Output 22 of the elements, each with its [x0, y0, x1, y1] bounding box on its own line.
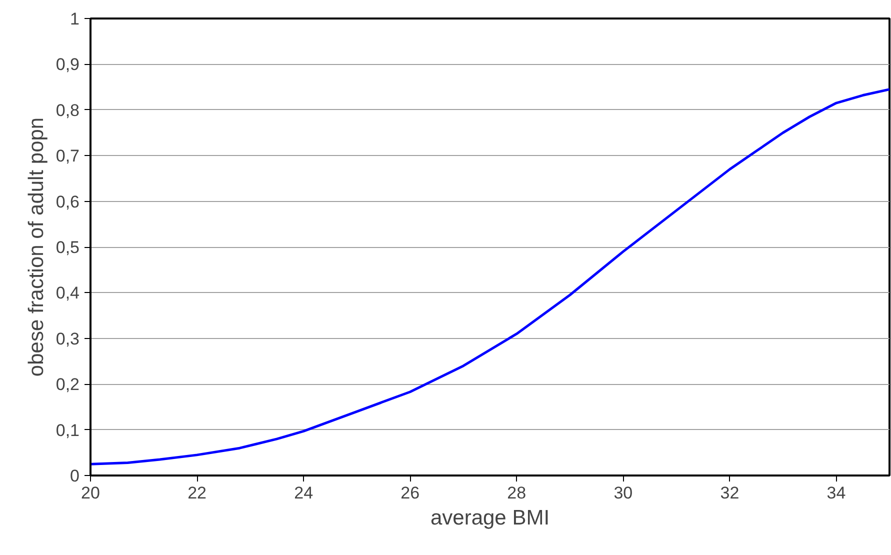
- y-tick-label: 0,3: [56, 329, 80, 348]
- y-tick-label: 0,9: [56, 55, 80, 74]
- x-tick-label: 28: [507, 484, 526, 502]
- y-tick-label: 0,7: [56, 146, 80, 166]
- y-tick-label: 0: [70, 466, 80, 486]
- y-axis-title: obese fraction of adult popn: [24, 117, 48, 377]
- x-tick-label: 20: [81, 484, 100, 502]
- x-tick-label: 26: [400, 484, 420, 502]
- y-tick-label: 0,1: [56, 420, 80, 440]
- x-tick-label: 34: [826, 484, 846, 502]
- x-axis-title: average BMI: [430, 506, 550, 530]
- x-tick-label: 32: [720, 484, 740, 502]
- y-tick-label: 0,8: [56, 100, 80, 120]
- y-tick-label: 1: [70, 10, 80, 28]
- y-tick-label: 0,5: [56, 238, 80, 257]
- x-tick-label: 30: [614, 484, 633, 502]
- y-tick-label: 0,4: [56, 284, 80, 303]
- line-series: [90, 88, 890, 466]
- x-tick-label: 24: [294, 484, 314, 502]
- x-tick-label: 22: [188, 484, 206, 502]
- y-tick-label: 0,2: [56, 375, 80, 394]
- y-tick-label: 0,6: [56, 192, 80, 212]
